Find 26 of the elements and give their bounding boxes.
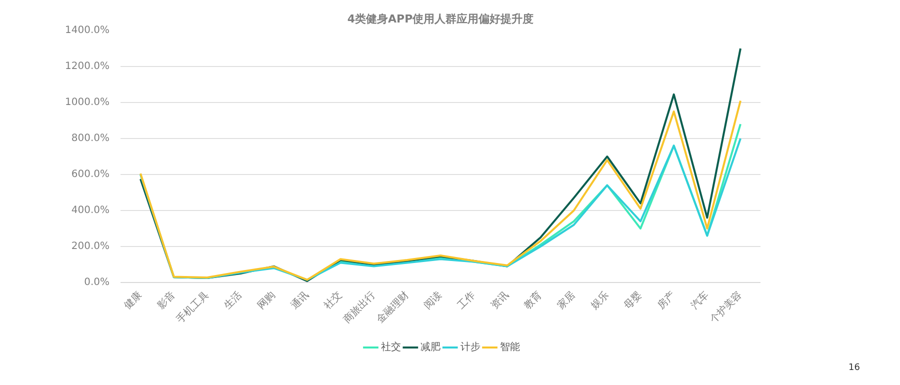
y-tick-label: 600.0% xyxy=(71,169,110,180)
x-tick-label: 家居 xyxy=(555,288,578,312)
x-tick-label: 教育 xyxy=(522,288,544,312)
y-tick-label: 1000.0% xyxy=(65,97,110,108)
x-tick-label: 阅读 xyxy=(422,288,444,312)
x-tick-label: 母婴 xyxy=(622,288,644,312)
chart-title: 4类健身APP使用人群应用偏好提升度 xyxy=(347,12,534,26)
x-tick-label: 娱乐 xyxy=(588,288,612,312)
x-tick-label: 网购 xyxy=(256,290,278,312)
y-tick-label: 1400.0% xyxy=(65,25,110,36)
y-tick-label: 800.0% xyxy=(71,133,110,144)
legend-label: 计步 xyxy=(460,341,480,353)
x-tick-label: 资讯 xyxy=(488,288,512,312)
legend-label: 减肥 xyxy=(420,341,441,353)
x-tick-label: 房产 xyxy=(655,288,678,312)
y-tick-label: 200.0% xyxy=(71,241,110,252)
y-tick-label: 0.0% xyxy=(84,277,110,288)
x-tick-label: 健康 xyxy=(122,288,144,312)
x-tick-label: 通讯 xyxy=(288,288,312,312)
y-tick-label: 400.0% xyxy=(71,205,110,216)
legend-label: 智能 xyxy=(500,341,520,353)
x-tick-label: 工作 xyxy=(456,290,478,312)
y-tick-label: 1200.0% xyxy=(65,61,110,72)
text: 16 xyxy=(848,362,860,375)
legend-label: 社交 xyxy=(380,341,401,353)
x-tick-label: 生活 xyxy=(222,288,244,312)
